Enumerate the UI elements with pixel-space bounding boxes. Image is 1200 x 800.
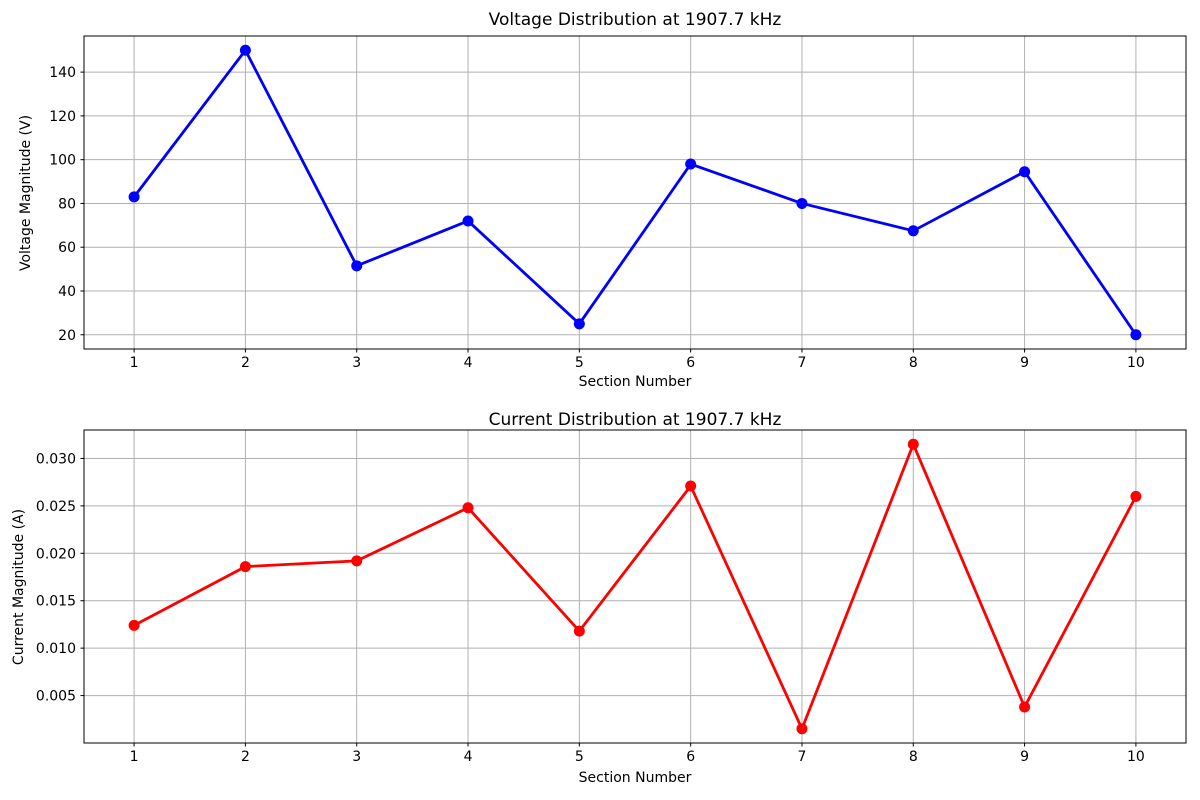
y-tick-label: 0.025 [36,499,76,515]
x-tick-label: 3 [352,355,361,371]
voltage-plot-svg: 1 2 3 4 5 6 7 8 9 10 20 40 60 80 100 120 140 [49,35,1187,371]
current-series-line [132,442,1138,731]
voltage-series-line [132,48,1138,337]
y-tick-label: 140 [49,65,76,81]
x-tick-label: 9 [1020,355,1029,371]
data-point [239,561,251,573]
x-tick-label: 1 [130,355,139,371]
x-tick-label: 7 [798,749,807,765]
x-tick-label: 8 [909,355,918,371]
y-tick-label: 120 [49,109,76,125]
data-point [351,555,363,567]
data-point [1019,166,1031,178]
current-chart-title: Current Distribution at 1907.7 kHz [488,410,782,430]
current-plot-frame [83,429,1187,744]
x-tick-label: 3 [352,749,361,765]
x-tick-label: 6 [686,749,695,765]
x-tick-label: 2 [241,355,250,371]
x-tick-label: 2 [241,749,250,765]
y-tick-label: 80 [58,196,76,212]
current-plot-svg: 1 2 3 4 5 6 7 8 9 10 0.005 0.010 0.015 0.020 0.025 0.03… [36,429,1187,765]
data-point [573,625,585,637]
current-x-axis-label: Section Number [578,770,692,786]
current-y-axis-label: Current Magnitude (A) [11,508,27,666]
y-tick-label: 20 [58,328,76,344]
y-tick-label: 40 [58,284,76,300]
voltage-x-axis-label: Section Number [578,374,692,390]
x-tick-label: 8 [909,749,918,765]
x-tick-label: 5 [575,355,584,371]
y-tick-label: 0.005 [36,689,76,705]
data-point [796,197,808,209]
data-point [462,215,474,227]
data-point [239,44,251,56]
data-point [573,318,585,330]
data-point [1019,701,1031,713]
y-tick-label: 0.010 [36,641,76,657]
x-tick-label: 10 [1127,355,1145,371]
voltage-plot-frame [83,35,1187,350]
voltage-chart: 1 2 3 4 5 6 7 8 9 10 20 40 60 80 100 120 140 Voltage Dis… [18,10,1187,390]
data-point [128,191,140,203]
data-point [685,480,697,492]
x-tick-label: 1 [130,749,139,765]
data-point [907,225,919,237]
current-plot-background [84,430,1186,743]
x-tick-label: 10 [1127,749,1145,765]
data-point [685,158,697,170]
x-tick-label: 7 [798,355,807,371]
data-point [462,502,474,514]
voltage-chart-title: Voltage Distribution at 1907.7 kHz [488,10,782,30]
x-tick-label: 9 [1020,749,1029,765]
data-point [796,723,808,735]
data-point [1130,490,1142,502]
voltage-y-axis-label: Voltage Magnitude (V) [18,114,34,272]
x-tick-label: 4 [464,355,473,371]
y-tick-label: 100 [49,153,76,169]
x-tick-label: 6 [686,355,695,371]
y-tick-label: 0.030 [36,451,76,467]
data-point [128,619,140,631]
x-tick-label: 5 [575,749,584,765]
y-tick-label: 0.020 [36,546,76,562]
data-point [1130,329,1142,341]
x-tick-label: 4 [464,749,473,765]
data-point [907,438,919,450]
y-tick-label: 60 [58,240,76,256]
voltage-plot-background [84,36,1186,349]
data-point [351,260,363,272]
current-chart: 1 2 3 4 5 6 7 8 9 10 0.005 0.010 0.015 0.020 0.025 0.03… [0,400,1200,800]
y-tick-label: 0.015 [36,594,76,610]
